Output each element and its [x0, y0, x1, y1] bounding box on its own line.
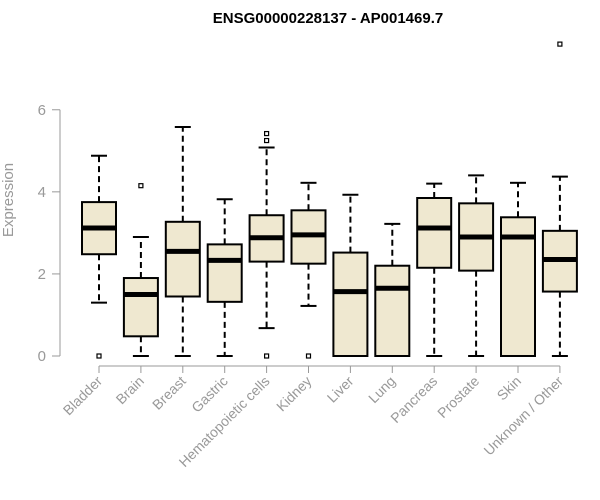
iqr-box — [206, 243, 243, 303]
x-tick-label: Unknown / Other — [480, 373, 566, 459]
outlier-point — [557, 41, 563, 47]
outlier-point — [264, 353, 270, 359]
outlier-point — [138, 183, 144, 189]
x-tick-label: Liver — [324, 373, 357, 406]
box-skin — [500, 181, 536, 357]
box-bladder — [81, 154, 117, 359]
iqr-box — [500, 216, 536, 357]
x-tick-label: Brain — [113, 373, 147, 407]
x-tick-label: Bladder — [60, 373, 106, 419]
outlier-point — [305, 353, 312, 359]
outlier-point — [96, 353, 102, 359]
x-tick-label: Breast — [149, 373, 189, 413]
iqr-box — [122, 277, 159, 338]
y-tick-label: 4 — [38, 184, 46, 201]
y-tick-label: 0 — [38, 348, 46, 365]
box-prostate — [458, 174, 495, 357]
box-breast — [164, 126, 201, 357]
x-tick-label: Lung — [365, 373, 398, 406]
box-unknown-other — [541, 41, 578, 357]
x-tick-label: Pancreas — [387, 373, 440, 426]
boxes-group — [81, 41, 578, 359]
box-lung — [374, 222, 411, 358]
iqr-box — [332, 251, 369, 357]
y-tick-label: 2 — [38, 266, 46, 283]
x-tick-label: Kidney — [273, 373, 315, 415]
x-tick-label: Skin — [494, 373, 525, 404]
x-tick-label: Prostate — [434, 373, 482, 421]
iqr-box — [164, 220, 201, 298]
box-gastric — [206, 198, 243, 357]
y-tick-label: 6 — [38, 102, 46, 119]
outlier-point — [264, 130, 270, 137]
box-hematopoietic-cells — [248, 130, 285, 359]
box-pancreas — [416, 182, 453, 357]
y-axis-label: Expression — [0, 163, 17, 237]
iqr-box — [374, 264, 411, 358]
y-axis: 0 2 4 6 — [38, 102, 61, 365]
box-kidney — [290, 181, 327, 359]
outlier-point — [264, 137, 270, 144]
box-liver — [332, 193, 369, 357]
chart-title: ENSG00000228137 - AP001469.7 — [213, 10, 443, 27]
iqr-box — [416, 197, 453, 269]
box-brain — [122, 183, 159, 357]
